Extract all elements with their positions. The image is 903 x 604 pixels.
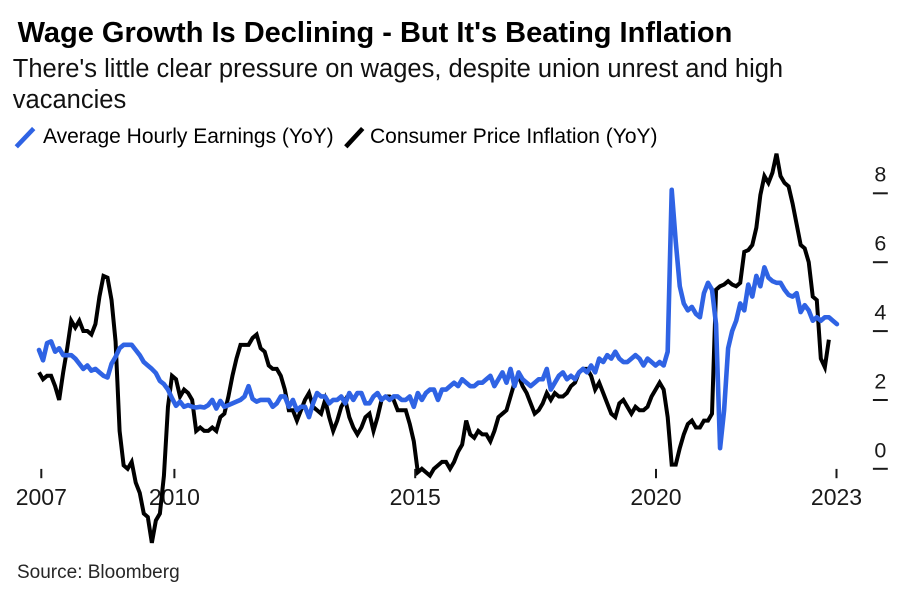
svg-text:2: 2 [874,369,886,393]
svg-text:8: 8 [874,163,886,187]
svg-text:2023: 2023 [811,484,862,510]
svg-text:0: 0 [874,438,886,462]
svg-text:6: 6 [874,232,886,256]
svg-text:2020: 2020 [630,484,681,510]
svg-text:2015: 2015 [390,484,441,510]
svg-text:2010: 2010 [149,484,200,510]
svg-text:2007: 2007 [16,484,67,510]
svg-text:4: 4 [874,301,886,325]
